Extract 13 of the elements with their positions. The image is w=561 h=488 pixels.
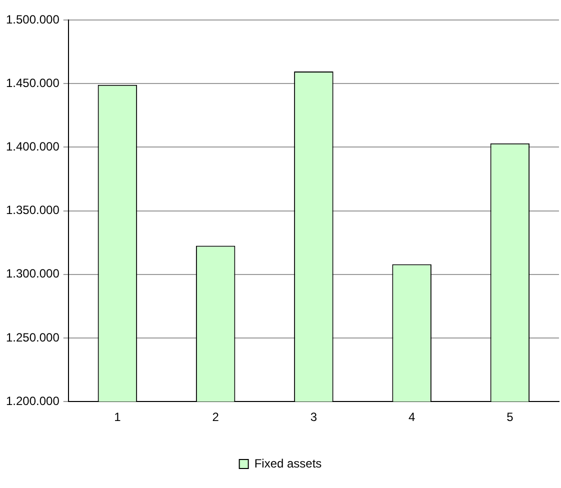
y-tick-label: 1.250.000 <box>6 330 60 344</box>
x-tick-label: 3 <box>310 410 318 424</box>
x-tick-label: 1 <box>114 410 122 424</box>
x-tick-label: 2 <box>212 410 220 424</box>
legend-label: Fixed assets <box>254 456 322 470</box>
x-tick-label: 5 <box>506 410 514 424</box>
y-tick-label: 1.400.000 <box>6 140 60 154</box>
y-tick-label: 1.350.000 <box>6 203 60 218</box>
x-tick-label: 4 <box>408 410 416 424</box>
y-tick-label: 1.500.000 <box>6 12 60 26</box>
y-tick-label: 1.450.000 <box>6 76 60 90</box>
y-tick-label: 1.200.000 <box>6 394 60 408</box>
y-tick-label: 1.300.000 <box>6 266 60 281</box>
